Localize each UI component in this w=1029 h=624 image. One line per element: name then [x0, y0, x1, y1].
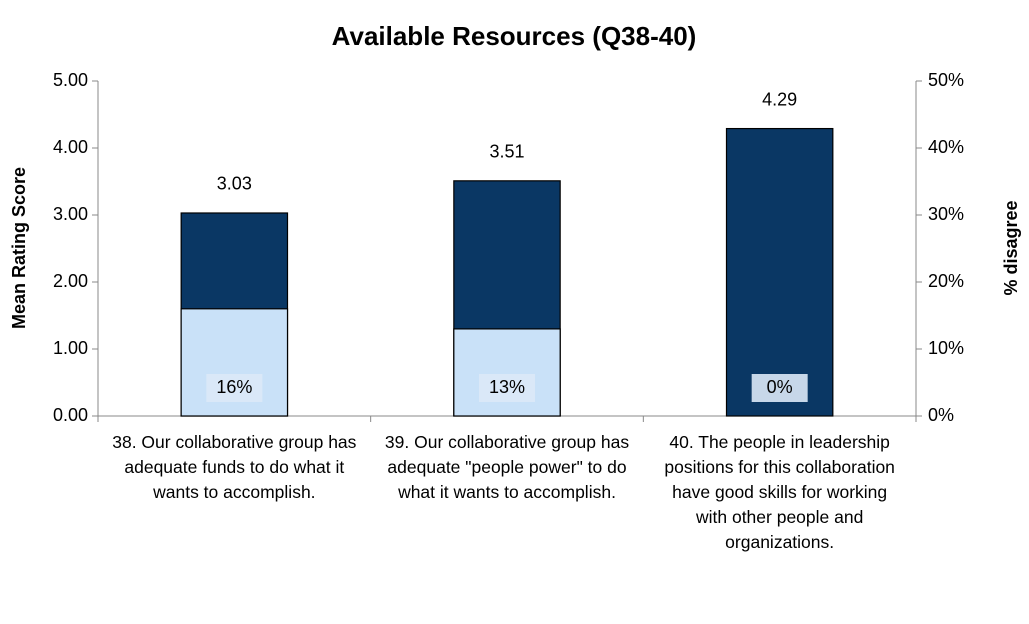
y-tick-label: 0.00 [53, 405, 88, 425]
y-axis-title: Mean Rating Score [9, 167, 29, 329]
y-tick-label: 4.00 [53, 137, 88, 157]
y-tick-label: 3.00 [53, 204, 88, 224]
y2-tick-label: 20% [928, 271, 964, 291]
y2-tick-label: 50% [928, 70, 964, 90]
y-tick-label: 2.00 [53, 271, 88, 291]
data-label: 4.29 [762, 89, 797, 109]
y2-tick-label: 10% [928, 338, 964, 358]
chart-title: Available Resources (Q38-40) [332, 21, 697, 51]
data-label-bg [206, 374, 263, 402]
data-label: 16% [216, 377, 252, 397]
y2-tick-label: 40% [928, 137, 964, 157]
data-label: 3.51 [489, 142, 524, 162]
data-label: 3.03 [217, 174, 252, 194]
y-tick-label: 5.00 [53, 70, 88, 90]
bar [453, 328, 561, 417]
y2-axis-title: % disagree [1001, 200, 1021, 295]
x-tick-label: 39. Our collaborative group has adequate… [384, 432, 630, 502]
x-tick-label: 40. The people in leadership positions f… [664, 432, 895, 552]
y2-tick-label: 30% [928, 204, 964, 224]
y2-tick-label: 0% [928, 405, 954, 425]
data-label: 0% [767, 377, 793, 397]
x-tick-label: 38. Our collaborative group has adequate… [112, 432, 357, 502]
data-label-bg [751, 374, 808, 402]
data-label-bg [479, 374, 535, 402]
bar [725, 127, 834, 417]
y-tick-label: 1.00 [53, 338, 88, 358]
data-label: 13% [489, 377, 525, 397]
